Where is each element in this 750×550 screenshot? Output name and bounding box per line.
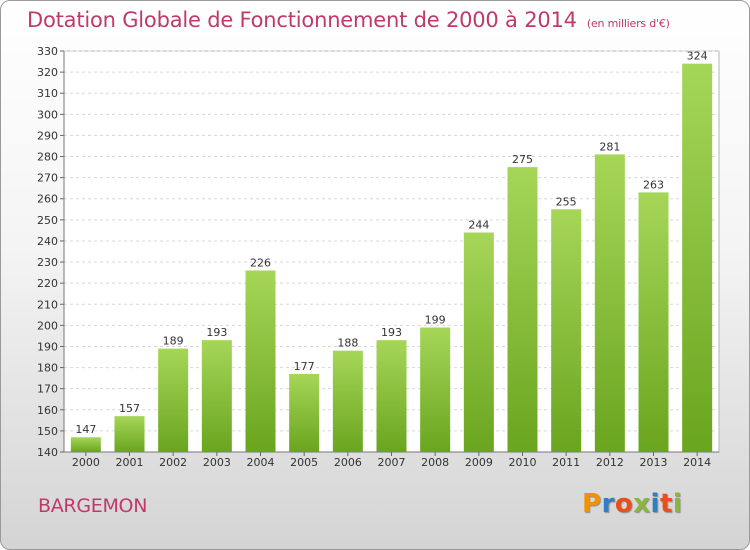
y-tick-label: 190 — [37, 340, 58, 353]
logo-letter: r — [601, 489, 615, 519]
x-tick-label: 2012 — [596, 456, 624, 469]
y-tick-label: 220 — [37, 277, 58, 290]
commune-name: BARGEMON — [38, 495, 148, 517]
data-label: 193 — [206, 326, 227, 339]
x-tick-label: 2001 — [116, 456, 144, 469]
data-label: 157 — [119, 402, 140, 415]
y-tick-label: 240 — [37, 235, 58, 248]
x-tick-label: 2004 — [247, 456, 275, 469]
proxiti-logo: Proxiti — [582, 489, 682, 519]
data-label: 199 — [425, 313, 446, 326]
bar — [158, 348, 189, 452]
y-tick-label: 330 — [37, 45, 58, 58]
y-tick-label: 270 — [37, 172, 58, 185]
data-label: 226 — [250, 256, 271, 269]
data-label: 263 — [643, 178, 664, 191]
bar — [507, 167, 538, 452]
bar — [289, 373, 320, 452]
y-tick-label: 180 — [37, 362, 58, 375]
x-tick-label: 2002 — [159, 456, 187, 469]
bar — [463, 232, 494, 452]
data-label: 177 — [294, 360, 315, 373]
logo-letter: t — [659, 489, 673, 519]
y-tick-label: 320 — [37, 66, 58, 79]
data-label: 147 — [75, 423, 96, 436]
data-label: 244 — [468, 219, 489, 232]
y-tick-label: 310 — [37, 87, 58, 100]
data-label: 189 — [163, 335, 184, 348]
bar — [638, 192, 669, 452]
y-tick-label: 200 — [37, 319, 58, 332]
bar — [376, 340, 407, 452]
logo-letter: x — [633, 489, 651, 519]
bar — [332, 350, 363, 452]
y-tick-label: 230 — [37, 256, 58, 269]
bar — [114, 416, 145, 452]
bar — [245, 270, 276, 452]
y-tick-label: 160 — [37, 404, 58, 417]
x-tick-label: 2007 — [378, 456, 406, 469]
y-tick-label: 300 — [37, 108, 58, 121]
data-label: 255 — [556, 195, 577, 208]
y-tick-label: 290 — [37, 129, 58, 142]
data-label: 281 — [599, 140, 620, 153]
chart-title: Dotation Globale de Fonctionnement de 20… — [27, 8, 670, 32]
data-label: 193 — [381, 326, 402, 339]
y-tick-label: 170 — [37, 383, 58, 396]
chart-subtitle: (en milliers d'€) — [586, 17, 670, 30]
x-tick-label: 2011 — [552, 456, 580, 469]
y-tick-label: 280 — [37, 151, 58, 164]
bar — [594, 154, 625, 453]
x-tick-label: 2013 — [640, 456, 668, 469]
x-tick-label: 2008 — [421, 456, 449, 469]
bar — [420, 327, 451, 452]
y-tick-label: 210 — [37, 298, 58, 311]
y-tick-label: 250 — [37, 214, 58, 227]
logo-letter: P — [582, 489, 602, 519]
bar — [70, 437, 101, 452]
data-label: 188 — [337, 337, 358, 350]
y-tick-label: 150 — [37, 425, 58, 438]
x-tick-label: 2006 — [334, 456, 362, 469]
data-label: 275 — [512, 153, 533, 166]
y-tick-label: 140 — [37, 446, 58, 459]
bar — [201, 340, 232, 452]
x-tick-label: 2005 — [290, 456, 318, 469]
logo-letter: i — [650, 489, 660, 519]
x-tick-label: 2009 — [465, 456, 493, 469]
x-tick-label: 2000 — [72, 456, 100, 469]
logo-letter: o — [614, 489, 634, 519]
bar — [551, 209, 582, 452]
chart-title-text: Dotation Globale de Fonctionnement de 20… — [27, 8, 577, 32]
x-tick-label: 2003 — [203, 456, 231, 469]
x-tick-label: 2014 — [683, 456, 711, 469]
logo-letter: i — [672, 489, 683, 519]
data-label: 324 — [687, 50, 708, 63]
bar — [682, 63, 713, 453]
y-tick-label: 260 — [37, 193, 58, 206]
x-tick-label: 2010 — [509, 456, 537, 469]
